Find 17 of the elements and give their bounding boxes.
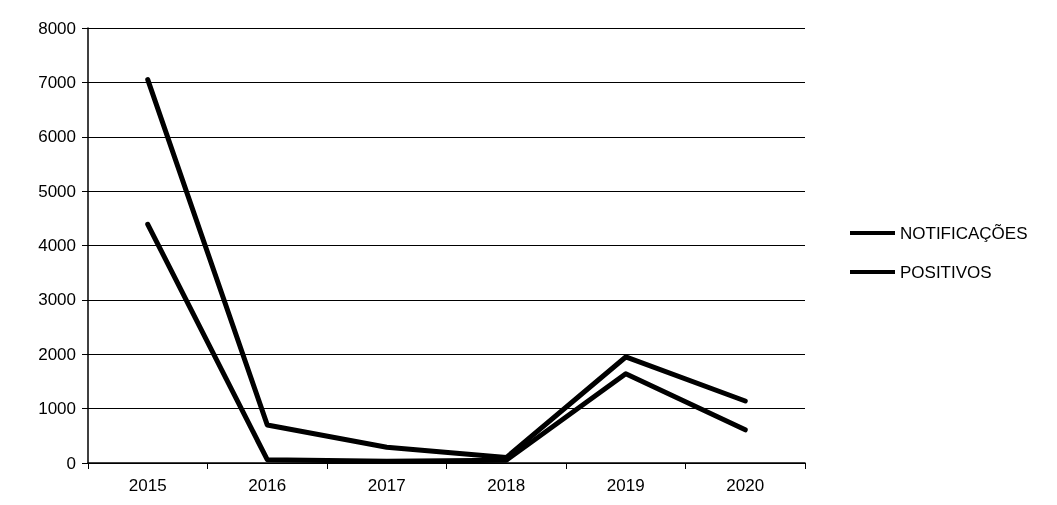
- x-tick-label: 2020: [726, 476, 765, 495]
- legend-label: NOTIFICAÇÕES: [900, 223, 1028, 243]
- y-tick-label: 0: [66, 453, 76, 473]
- y-tick-label: 4000: [38, 236, 76, 255]
- y-tick-label: 3000: [38, 290, 76, 310]
- y-tick-label: 8000: [38, 18, 76, 38]
- x-tick-label: 2018: [487, 476, 526, 495]
- y-tick-label: 6000: [38, 127, 76, 147]
- x-tick-label: 2016: [248, 476, 287, 495]
- x-tick-label: 2015: [128, 476, 167, 495]
- x-tick-label: 2017: [367, 476, 406, 495]
- y-tick-label: 5000: [38, 181, 76, 201]
- legend-label: POSITIVOS: [900, 262, 992, 282]
- y-tick-label: 2000: [38, 344, 76, 364]
- y-tick-label: 7000: [38, 72, 76, 92]
- x-tick-label: 2019: [606, 476, 645, 495]
- y-tick-label: 1000: [38, 399, 76, 419]
